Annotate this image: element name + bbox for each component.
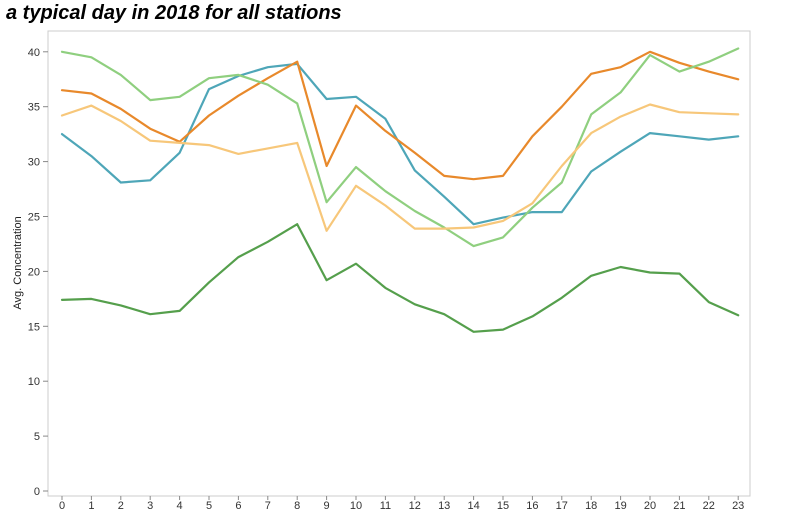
x-tick-label: 6 [235,500,241,512]
y-tick-label: 25 [28,212,40,224]
y-tick-label: 40 [28,47,40,59]
x-tick-label: 9 [324,500,330,512]
y-tick-label: 20 [28,266,40,278]
x-tick-label: 17 [556,500,568,512]
x-tick-label: 1 [88,500,94,512]
chart-title: a typical day in 2018 for all stations [6,2,342,24]
y-tick-label: 0 [34,486,40,498]
x-axis: 0 1 2 3 4 5 6 7 8 9 10 11 12 13 14 15 16 17 18 19 20 21 22 23 [59,496,744,512]
x-tick-label: 2 [118,500,124,512]
x-tick-label: 4 [177,500,183,512]
y-tick-label: 30 [28,157,40,169]
series-line-3 [60,47,740,248]
x-tick-label: 0 [59,500,65,512]
x-tick-label: 16 [526,500,538,512]
x-tick-label: 7 [265,500,271,512]
x-tick-label: 10 [350,500,362,512]
x-tick-label: 15 [497,500,509,512]
y-tick-label: 5 [34,431,40,443]
x-tick-label: 22 [703,500,715,512]
x-tick-label: 8 [294,500,300,512]
series-line-2 [60,50,740,181]
x-tick-label: 19 [614,500,626,512]
y-tick-label: 35 [28,102,40,114]
plot-frame [47,30,751,497]
x-tick-label: 11 [380,500,391,512]
x-tick-label: 20 [644,500,656,512]
series-layer [60,47,740,333]
x-tick-label: 5 [206,500,212,512]
y-axis: 0 5 10 15 20 25 30 35 40 [28,47,48,498]
series-line-1 [60,62,740,226]
series-line-5 [60,223,740,333]
y-tick-label: 15 [28,321,40,333]
y-axis-title: Avg. Concentration [12,216,24,309]
x-tick-label: 18 [585,500,597,512]
series-line-4 [60,103,740,232]
x-tick-label: 14 [467,500,479,512]
x-tick-label: 12 [409,500,421,512]
y-tick-label: 10 [28,376,40,388]
x-tick-label: 13 [438,500,450,512]
x-tick-label: 21 [673,500,685,512]
x-tick-label: 3 [147,500,153,512]
x-tick-label: 23 [732,500,744,512]
